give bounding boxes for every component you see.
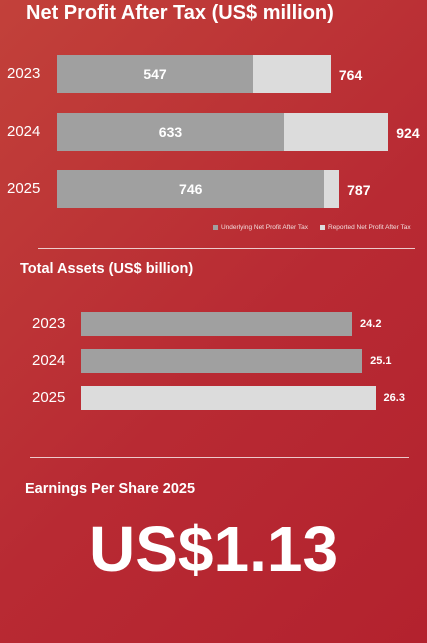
assets-value: 26.3: [383, 392, 405, 404]
year-label: 2024: [32, 352, 66, 369]
bar-underlying: [57, 55, 254, 93]
assets-bar: [81, 386, 376, 410]
bar-reported-value: 924: [396, 125, 420, 141]
assets-value: 25.1: [370, 355, 392, 367]
legend-label-reported: Reported Net Profit After Tax: [328, 224, 411, 231]
bar-underlying-value: 547: [143, 66, 167, 82]
eps-title: Earnings Per Share 2025: [25, 481, 196, 497]
bar-underlying: [57, 170, 325, 208]
total-assets-title: Total Assets (US$ billion): [20, 261, 194, 277]
legend-reported: Reported Net Profit After Tax: [320, 224, 411, 231]
legend-underlying: Underlying Net Profit After Tax: [213, 224, 308, 231]
legend-label-underlying: Underlying Net Profit After Tax: [221, 224, 308, 231]
bar-underlying-value: 746: [179, 181, 203, 197]
year-label: 2023: [7, 65, 41, 82]
bar-reported-value: 787: [347, 182, 371, 198]
divider-bottom: [30, 457, 409, 458]
bar-underlying: [57, 113, 284, 151]
assets-bar: [81, 349, 363, 373]
year-label: 2024: [7, 123, 41, 140]
legend-swatch-underlying: [213, 225, 218, 230]
legend-swatch-reported: [320, 225, 325, 230]
divider-top: [38, 248, 415, 249]
year-label: 2025: [32, 389, 66, 406]
year-label: 2025: [7, 180, 41, 197]
bar-reported-value: 764: [338, 67, 363, 83]
eps-value: US$1.13: [88, 513, 339, 585]
assets-value: 24.2: [360, 318, 382, 330]
bar-underlying-value: 633: [158, 124, 183, 140]
year-label: 2023: [32, 315, 66, 332]
net-profit-title: Net Profit After Tax (US$ million): [26, 2, 334, 24]
assets-bar: [81, 312, 353, 336]
